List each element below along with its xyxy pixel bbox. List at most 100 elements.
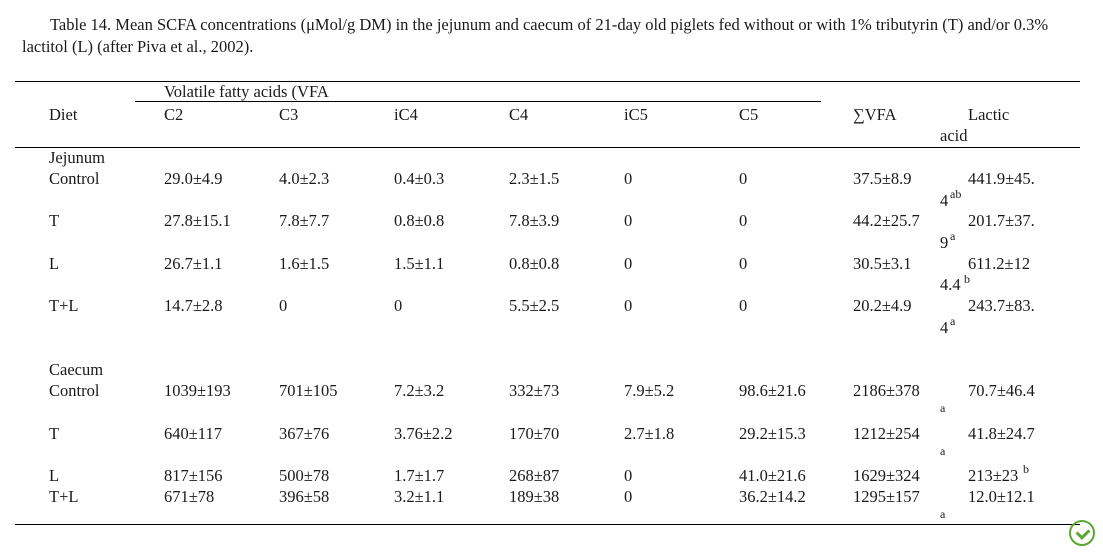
table-top-rule (15, 81, 1080, 82)
col-header-c3: C3 (279, 105, 299, 124)
col-header-sum-vfa: ∑VFA (853, 105, 897, 124)
cell-ic5: 0 (624, 211, 633, 230)
cell-sum-vfa: 1295±157 (853, 487, 920, 506)
cell-c5: 0 (739, 169, 748, 188)
cell-lactic-superscript: ab (950, 187, 962, 201)
cell-c5: 29.2±15.3 (739, 424, 806, 443)
col-header-ic5: iC5 (624, 105, 648, 124)
cell-c3: 1.6±1.5 (279, 254, 330, 273)
cell-c4: 332±73 (509, 381, 560, 400)
cell-c5: 98.6±21.6 (739, 381, 806, 400)
cell-lactic: 611.2±12 (968, 254, 1031, 273)
diet-header: Diet (49, 105, 78, 124)
cell-c4: 189±38 (509, 487, 560, 506)
cell-ic5: 0 (624, 296, 633, 315)
cell-c5: 0 (739, 211, 748, 230)
cell-sum-vfa: 20.2±4.9 (853, 296, 912, 315)
cell-lactic-note: a (940, 444, 946, 458)
section-label-caecum: Caecum (49, 360, 104, 379)
cell-sum-vfa: 1629±324 (853, 466, 920, 485)
diet-label: L (49, 466, 60, 485)
cell-ic4: 7.2±3.2 (394, 381, 445, 400)
cell-lactic-superscript: b (964, 272, 970, 286)
cell-ic5: 2.7±1.8 (624, 424, 675, 443)
col-header-c4: C4 (509, 105, 529, 124)
cell-c2: 26.7±1.1 (164, 254, 223, 273)
cell-lactic-superscript: a (950, 314, 956, 328)
cell-sum-vfa: 44.2±25.7 (853, 211, 920, 230)
cell-c3: 701±105 (279, 381, 338, 400)
cell-ic4: 3.2±1.1 (394, 487, 445, 506)
cell-c5: 0 (739, 296, 748, 315)
table-bottom-rule (15, 524, 1080, 525)
cell-c5: 0 (739, 254, 748, 273)
cell-lactic: 201.7±37. (968, 211, 1035, 230)
cell-c2: 640±117 (164, 424, 222, 443)
cell-ic4: 0.4±0.3 (394, 169, 445, 188)
cell-ic5: 7.9±5.2 (624, 381, 675, 400)
cell-ic4: 0.8±0.8 (394, 211, 445, 230)
cell-c4: 5.5±2.5 (509, 296, 560, 315)
vfa-group-rule (135, 101, 821, 102)
cell-c4: 0.8±0.8 (509, 254, 560, 273)
cell-c3: 4.0±2.3 (279, 169, 330, 188)
cell-ic4: 0 (394, 296, 403, 315)
col-header-ic4: iC4 (394, 105, 418, 124)
cell-c3: 367±76 (279, 424, 330, 443)
cell-c3: 396±58 (279, 487, 330, 506)
col-header-c5: C5 (739, 105, 759, 124)
cell-lactic: 41.8±24.7 (968, 424, 1035, 443)
cell-lactic-superscript: b (1023, 462, 1029, 476)
diet-label: T (49, 211, 60, 230)
cell-c3: 500±78 (279, 466, 330, 485)
cell-lactic: 213±23 (968, 466, 1019, 485)
diet-label: T+L (49, 296, 79, 315)
cell-c2: 671±78 (164, 487, 215, 506)
cell-sum-vfa: 37.5±8.9 (853, 169, 912, 188)
cell-c5: 41.0±21.6 (739, 466, 806, 485)
section-label-jejunum: Jejunum (49, 148, 105, 167)
cell-lactic: 243.7±83. (968, 296, 1035, 315)
cell-sum-vfa: 1212±254 (853, 424, 920, 443)
col-header-lactic-cont: acid (940, 126, 968, 145)
cell-ic5: 0 (624, 254, 633, 273)
table-caption: Table 14. Mean SCFA concentrations (μMol… (22, 15, 1049, 56)
cell-c4: 268±87 (509, 466, 560, 485)
check-circle-icon[interactable] (1069, 520, 1095, 546)
diet-label: T (49, 424, 60, 443)
cell-c4: 170±70 (509, 424, 560, 443)
cell-c4: 7.8±3.9 (509, 211, 560, 230)
cell-c2: 817±156 (164, 466, 223, 485)
vfa-group-header: Volatile fatty acids (VFA (164, 82, 329, 101)
cell-c4: 2.3±1.5 (509, 169, 560, 188)
diet-label: Control (49, 381, 100, 400)
col-header-lactic: Lactic (968, 105, 1010, 124)
cell-c2: 14.7±2.8 (164, 296, 223, 315)
cell-ic4: 1.7±1.7 (394, 466, 445, 485)
cell-ic5: 0 (624, 487, 633, 506)
cell-lactic-cont: 4.4 (940, 275, 961, 294)
header-bottom-rule (15, 147, 1080, 148)
cell-lactic: 441.9±45. (968, 169, 1035, 188)
cell-c3: 0 (279, 296, 288, 315)
cell-lactic: 12.0±12.1 (968, 487, 1035, 506)
cell-c2: 1039±193 (164, 381, 231, 400)
cell-c2: 27.8±15.1 (164, 211, 231, 230)
cell-ic5: 0 (624, 169, 633, 188)
cell-lactic-note: a (940, 507, 946, 521)
cell-lactic-note: a (940, 401, 946, 415)
cell-lactic-cont: 4 (940, 318, 949, 337)
cell-ic4: 3.76±2.2 (394, 424, 453, 443)
diet-label: L (49, 254, 60, 273)
cell-ic5: 0 (624, 466, 633, 485)
diet-label: Control (49, 169, 100, 188)
cell-lactic-cont: 4 (940, 191, 949, 210)
cell-sum-vfa: 2186±378 (853, 381, 920, 400)
cell-c2: 29.0±4.9 (164, 169, 223, 188)
diet-label: T+L (49, 487, 79, 506)
cell-c5: 36.2±14.2 (739, 487, 806, 506)
cell-lactic-superscript: a (950, 229, 956, 243)
cell-c3: 7.8±7.7 (279, 211, 330, 230)
cell-sum-vfa: 30.5±3.1 (853, 254, 912, 273)
cell-ic4: 1.5±1.1 (394, 254, 445, 273)
